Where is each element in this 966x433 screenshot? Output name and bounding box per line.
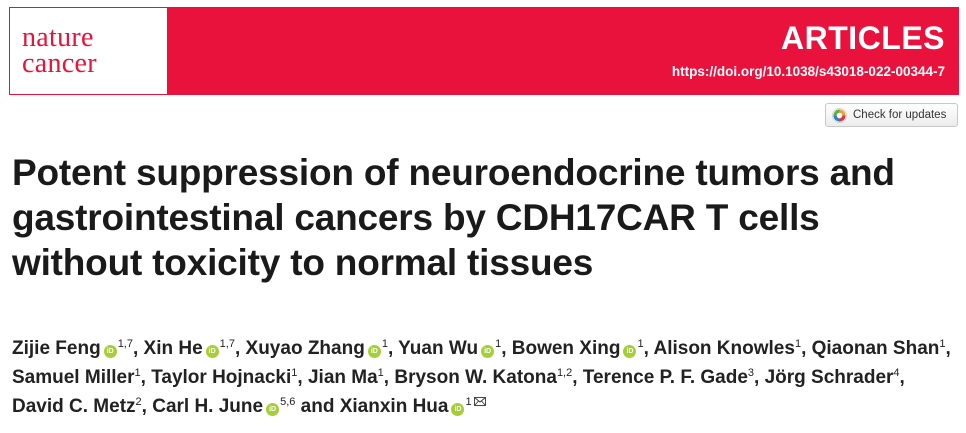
author-name[interactable]: Xin He	[143, 338, 203, 359]
author: Jian Ma1	[308, 367, 384, 388]
author: David C. Metz2	[12, 396, 142, 417]
author-name[interactable]: Jian Ma	[307, 367, 378, 388]
author-name[interactable]: Xuyao Zhang	[245, 338, 365, 359]
affiliation-marker[interactable]: 1	[291, 367, 298, 379]
author: Taylor Hojnacki1	[151, 367, 297, 388]
affiliation-marker[interactable]: 1	[794, 338, 802, 350]
author-name[interactable]: Terence P. F. Gade	[582, 367, 748, 388]
author-name[interactable]: Xianxin Hua	[339, 396, 449, 417]
section-label: ARTICLES	[781, 20, 945, 56]
logo-line-1: nature	[22, 22, 94, 53]
affiliation-marker[interactable]: 1	[134, 367, 141, 379]
author-name[interactable]: Zijie Feng	[12, 338, 101, 359]
affiliation-marker[interactable]: 1	[381, 338, 388, 350]
check-for-updates-label: Check for updates	[853, 109, 947, 121]
orcid-icon[interactable]: iD	[623, 345, 637, 358]
logo-line-2: cancer	[22, 48, 97, 79]
author-name[interactable]: Carl H. June	[152, 396, 264, 417]
author-name[interactable]: Bryson W. Katona	[394, 367, 557, 388]
orcid-icon[interactable]: iD	[451, 403, 465, 416]
journal-logo[interactable]: nature cancer	[10, 8, 167, 94]
affiliation-marker[interactable]: 1	[465, 396, 472, 408]
affiliation-marker[interactable]: 5,6	[280, 396, 296, 408]
author: Bryson W. Katona1,2	[394, 367, 572, 388]
author-name[interactable]: Jörg Schrader	[764, 367, 894, 388]
author: Zijie Feng iD1,7	[12, 338, 133, 359]
affiliation-marker[interactable]: 4	[893, 367, 900, 379]
affiliation-marker[interactable]: 1,2	[556, 367, 573, 379]
affiliation-marker[interactable]: 1,7	[117, 338, 133, 350]
affiliation-marker[interactable]: 1,7	[219, 338, 235, 350]
author: Xin He iD1,7	[144, 338, 235, 359]
journal-header: nature cancer ARTICLES https://doi.org/1…	[9, 7, 959, 95]
author: Yuan Wu iD1	[398, 338, 501, 359]
orcid-icon[interactable]: iD	[266, 403, 280, 416]
author-name[interactable]: Yuan Wu	[398, 338, 479, 359]
author-name[interactable]: Bowen Xing	[511, 338, 621, 359]
author: Samuel Miller1	[12, 367, 141, 388]
author-list: Zijie Feng iD1,7, Xin He iD1,7, Xuyao Zhan…	[12, 338, 951, 417]
author: Jörg Schrader4	[765, 367, 900, 388]
orcid-icon[interactable]: iD	[481, 345, 495, 358]
author-name[interactable]: David C. Metz	[12, 396, 136, 417]
author-name[interactable]: Alison Knowles	[653, 338, 795, 359]
affiliation-marker[interactable]: 2	[135, 396, 142, 408]
email-icon[interactable]	[473, 397, 486, 406]
orcid-icon[interactable]: iD	[205, 345, 219, 358]
article-title: Potent suppression of neuroendocrine tum…	[12, 152, 895, 283]
orcid-icon[interactable]: iD	[367, 345, 381, 358]
author-name[interactable]: Taylor Hojnacki	[151, 367, 292, 388]
crossmark-icon	[832, 107, 847, 123]
orcid-icon[interactable]: iD	[103, 345, 117, 358]
author: Xuyao Zhang iD1	[246, 338, 388, 359]
affiliation-marker[interactable]: 1	[939, 338, 946, 350]
author-name[interactable]: Samuel Miller	[12, 367, 135, 388]
author-joiner: and	[300, 396, 335, 417]
affiliation-marker[interactable]: 1	[377, 367, 384, 379]
author: Qiaonan Shan1	[812, 338, 946, 359]
affiliation-marker[interactable]: 1	[495, 338, 502, 350]
author: Carl H. June iD5,6	[152, 396, 295, 417]
affiliation-marker[interactable]: 1	[637, 338, 644, 350]
author: Bowen Xing iD1	[512, 338, 644, 359]
check-for-updates-button[interactable]: Check for updates	[825, 103, 958, 127]
author: Alison Knowles1	[653, 338, 801, 359]
author: Terence P. F. Gade3	[583, 367, 754, 388]
author: Xianxin Hua iD1	[340, 396, 486, 417]
doi-link[interactable]: https://doi.org/10.1038/s43018-022-00344…	[671, 64, 945, 79]
affiliation-marker[interactable]: 3	[747, 367, 755, 379]
author-name[interactable]: Qiaonan Shan	[811, 338, 940, 359]
